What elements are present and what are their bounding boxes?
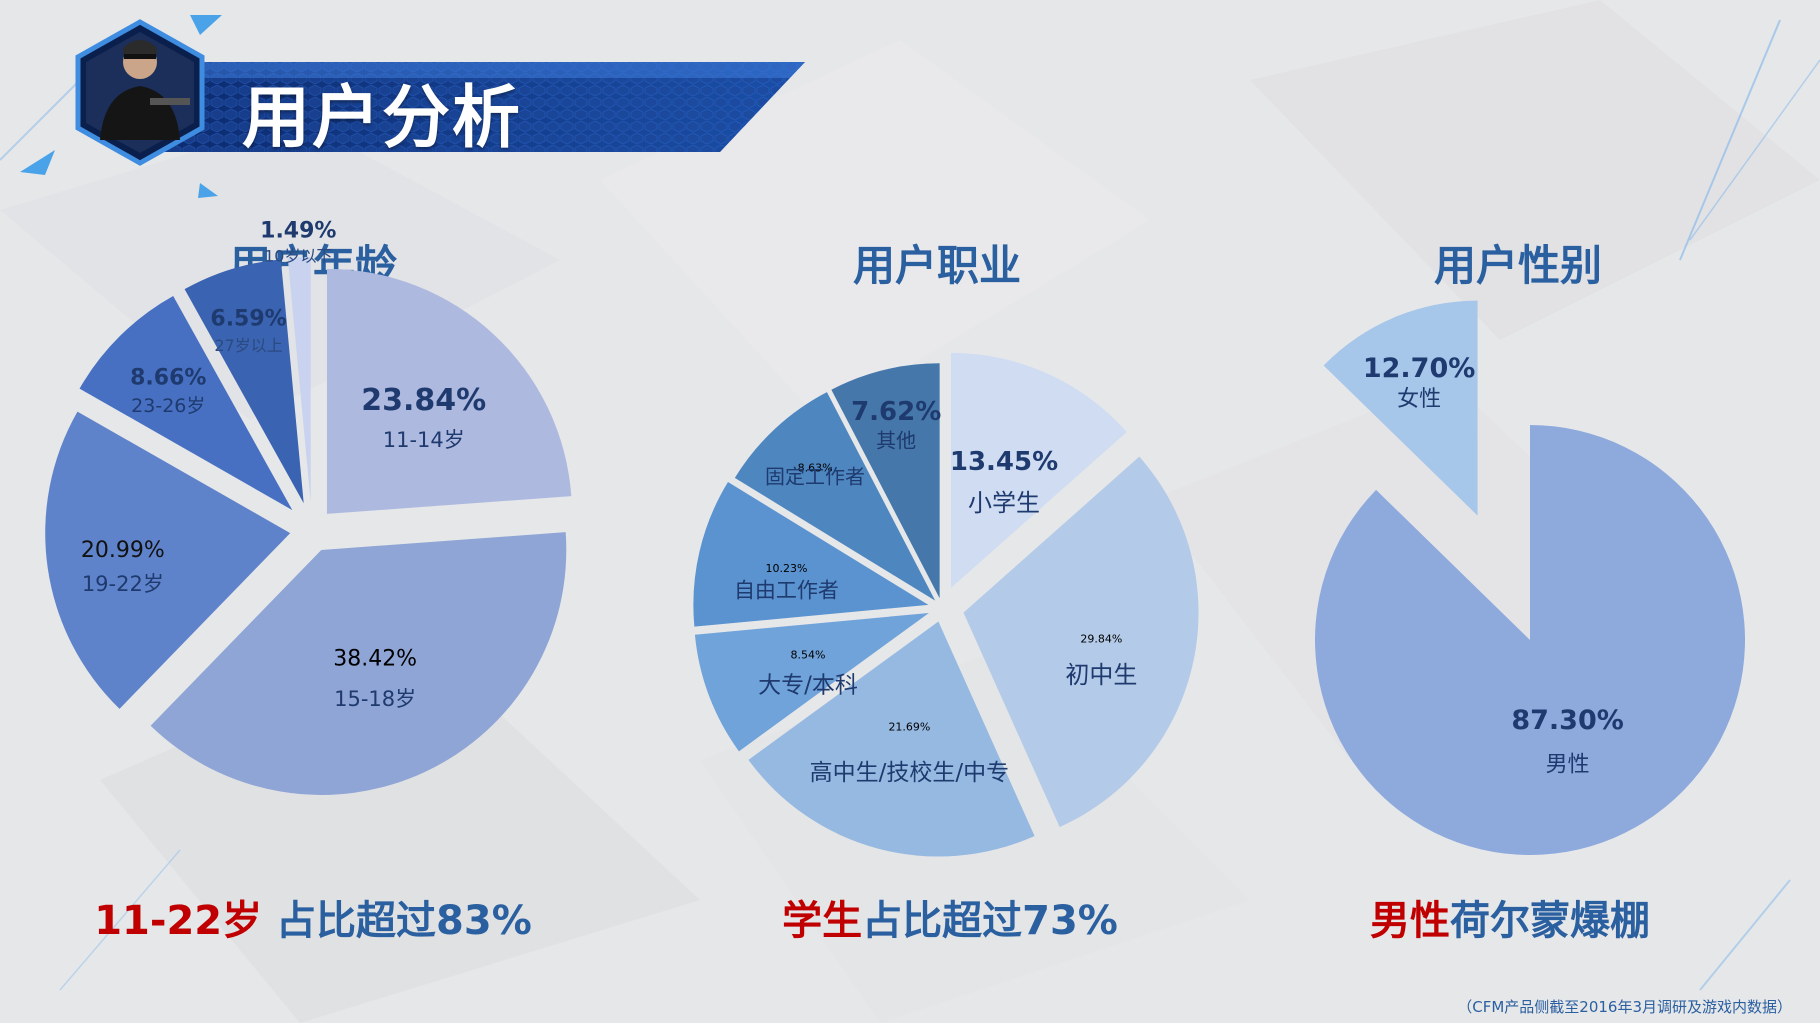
age-slice	[45, 411, 291, 709]
age-slice	[150, 532, 567, 795]
occupation-slice	[693, 482, 929, 627]
decor-triangle	[20, 150, 55, 175]
occupation-slice-category-label: 大专/本科	[758, 673, 858, 699]
occupation-slice-value-label: 8.63%	[798, 462, 833, 475]
age-slice-value-label: 20.99%	[81, 538, 165, 563]
age-slice-category-label: 10岁以下	[264, 247, 332, 266]
occupation-slice	[748, 621, 1035, 857]
conclusion-gender: 男性荷尔蒙爆棚	[1210, 888, 1810, 946]
decor-triangle	[198, 183, 218, 198]
gender-slice-category-label: 男性	[1546, 753, 1590, 778]
occupation-slice	[734, 392, 936, 601]
age-slice-category-label: 19-22岁	[82, 572, 164, 596]
occupation-slice-value-label: 10.23%	[765, 562, 807, 575]
age-slice-value-label: 23.84%	[361, 383, 486, 418]
occupation-slice-category-label: 其他	[876, 428, 916, 452]
gender-slice	[1323, 300, 1478, 516]
age-slice-value-label: 8.66%	[130, 366, 206, 391]
occupation-slice-value-label: 7.62%	[851, 397, 941, 427]
header-banner	[20, 15, 805, 198]
occupation-slice-category-label: 高中生/技校生/中专	[810, 760, 1010, 786]
age-slice-category-label: 11-14岁	[383, 428, 465, 452]
age-slice-category-label: 23-26岁	[131, 395, 205, 417]
occupation-slice-value-label: 13.45%	[950, 447, 1058, 477]
occupation-slice-category-label: 固定工作者	[765, 465, 865, 489]
footnote: （CFM产品侧截至2016年3月调研及游戏内数据）	[1457, 998, 1792, 1016]
conclusion-gender-text: 荷尔蒙爆棚	[1450, 898, 1650, 944]
page-title: 用户分析	[242, 79, 523, 158]
occupation-slice-value-label: 21.69%	[888, 721, 930, 734]
occupation-slice-category-label: 小学生	[968, 489, 1040, 517]
conclusion-occupation-highlight: 学生	[782, 898, 863, 944]
conclusion-age-text: 占比超过83%	[262, 898, 532, 944]
gender-slice-value-label: 87.30%	[1511, 705, 1623, 736]
occupation-slice-category-label: 自由工作者	[734, 578, 839, 602]
age-slice-value-label: 6.59%	[210, 306, 286, 331]
age-slice-value-label: 38.42%	[333, 646, 417, 671]
gender-slice-value-label: 12.70%	[1363, 353, 1475, 384]
decor-triangle	[190, 15, 222, 35]
age-slice	[184, 259, 304, 504]
gender-pie-chart: 87.30% 男性 12.70% 女性	[1314, 300, 1745, 855]
conclusion-age-highlight: 11-22岁	[94, 898, 263, 944]
gender-slice	[1314, 425, 1745, 855]
conclusion-gender-highlight: 男性	[1370, 898, 1450, 944]
occupation-slice-value-label: 29.84%	[1080, 632, 1122, 645]
occupation-slice	[831, 363, 940, 599]
age-slice	[326, 268, 572, 514]
age-slice-value-label: 1.49%	[260, 219, 336, 244]
age-slice	[287, 257, 311, 503]
gender-slice-category-label: 女性	[1397, 387, 1441, 412]
section-title-occupation: 用户职业	[852, 241, 1021, 290]
occupation-slice	[694, 612, 929, 752]
occupation-slice	[951, 352, 1127, 588]
age-slice	[79, 295, 293, 511]
age-slice-category-label: 27岁以上	[214, 336, 282, 355]
occupation-slice-value-label: 8.54%	[791, 649, 826, 662]
conclusion-occupation-text: 占比超过73%	[862, 898, 1118, 944]
section-title-gender: 用户性别	[1433, 241, 1602, 290]
occupation-pie-chart: 13.45% 小学生 29.84% 初中生 21.69% 高中生/技校生/中专 8.54% 大…	[693, 352, 1199, 857]
conclusion-age: 11-22岁 占比超过83%	[13, 888, 613, 946]
age-slice-category-label: 15-18岁	[334, 687, 416, 711]
occupation-slice-category-label: 初中生	[1065, 661, 1137, 689]
avatar	[75, 19, 205, 166]
age-pie-chart: 23.84% 11-14岁 38.42% 15-18岁 20.99% 19-22岁 8.66…	[45, 219, 572, 795]
conclusion-occupation: 学生占比超过73%	[650, 888, 1250, 946]
occupation-slice	[963, 456, 1199, 828]
